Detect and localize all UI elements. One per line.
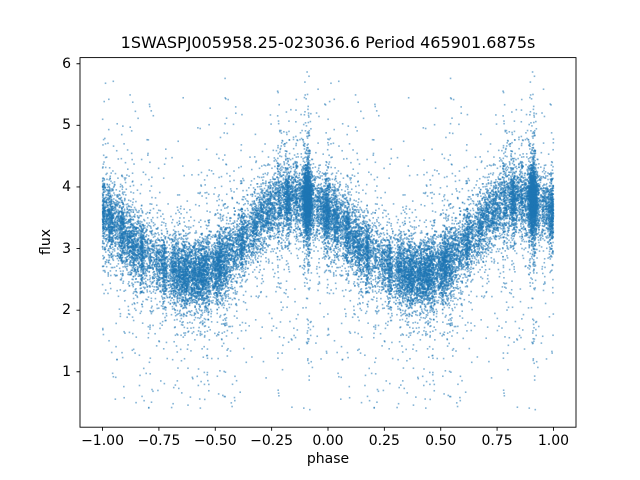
y-tick-label: 3 [62,240,71,257]
y-axis-label: flux [38,229,54,255]
y-tick-label: 4 [62,178,71,195]
x-tick-label: 0.75 [481,433,513,449]
chart-title: 1SWASPJ005958.25-023036.6 Period 465901.… [120,33,536,52]
y-tick-label: 6 [62,55,71,72]
x-tick-label: −0.75 [137,433,181,449]
x-tick-label: 1.00 [537,433,570,449]
x-tick-label: −0.50 [193,433,237,449]
y-tick-label: 5 [62,117,71,134]
x-axis-label: phase [306,451,350,467]
x-tick-label: 0.50 [425,433,457,449]
x-tick-label: 0.00 [312,433,344,449]
x-tick-label: 0.25 [368,433,400,449]
x-tick-label: −0.25 [250,433,294,449]
x-tick-label: −1.00 [81,433,124,449]
y-tick-label: 1 [62,363,71,380]
y-tick-label: 2 [62,302,71,319]
